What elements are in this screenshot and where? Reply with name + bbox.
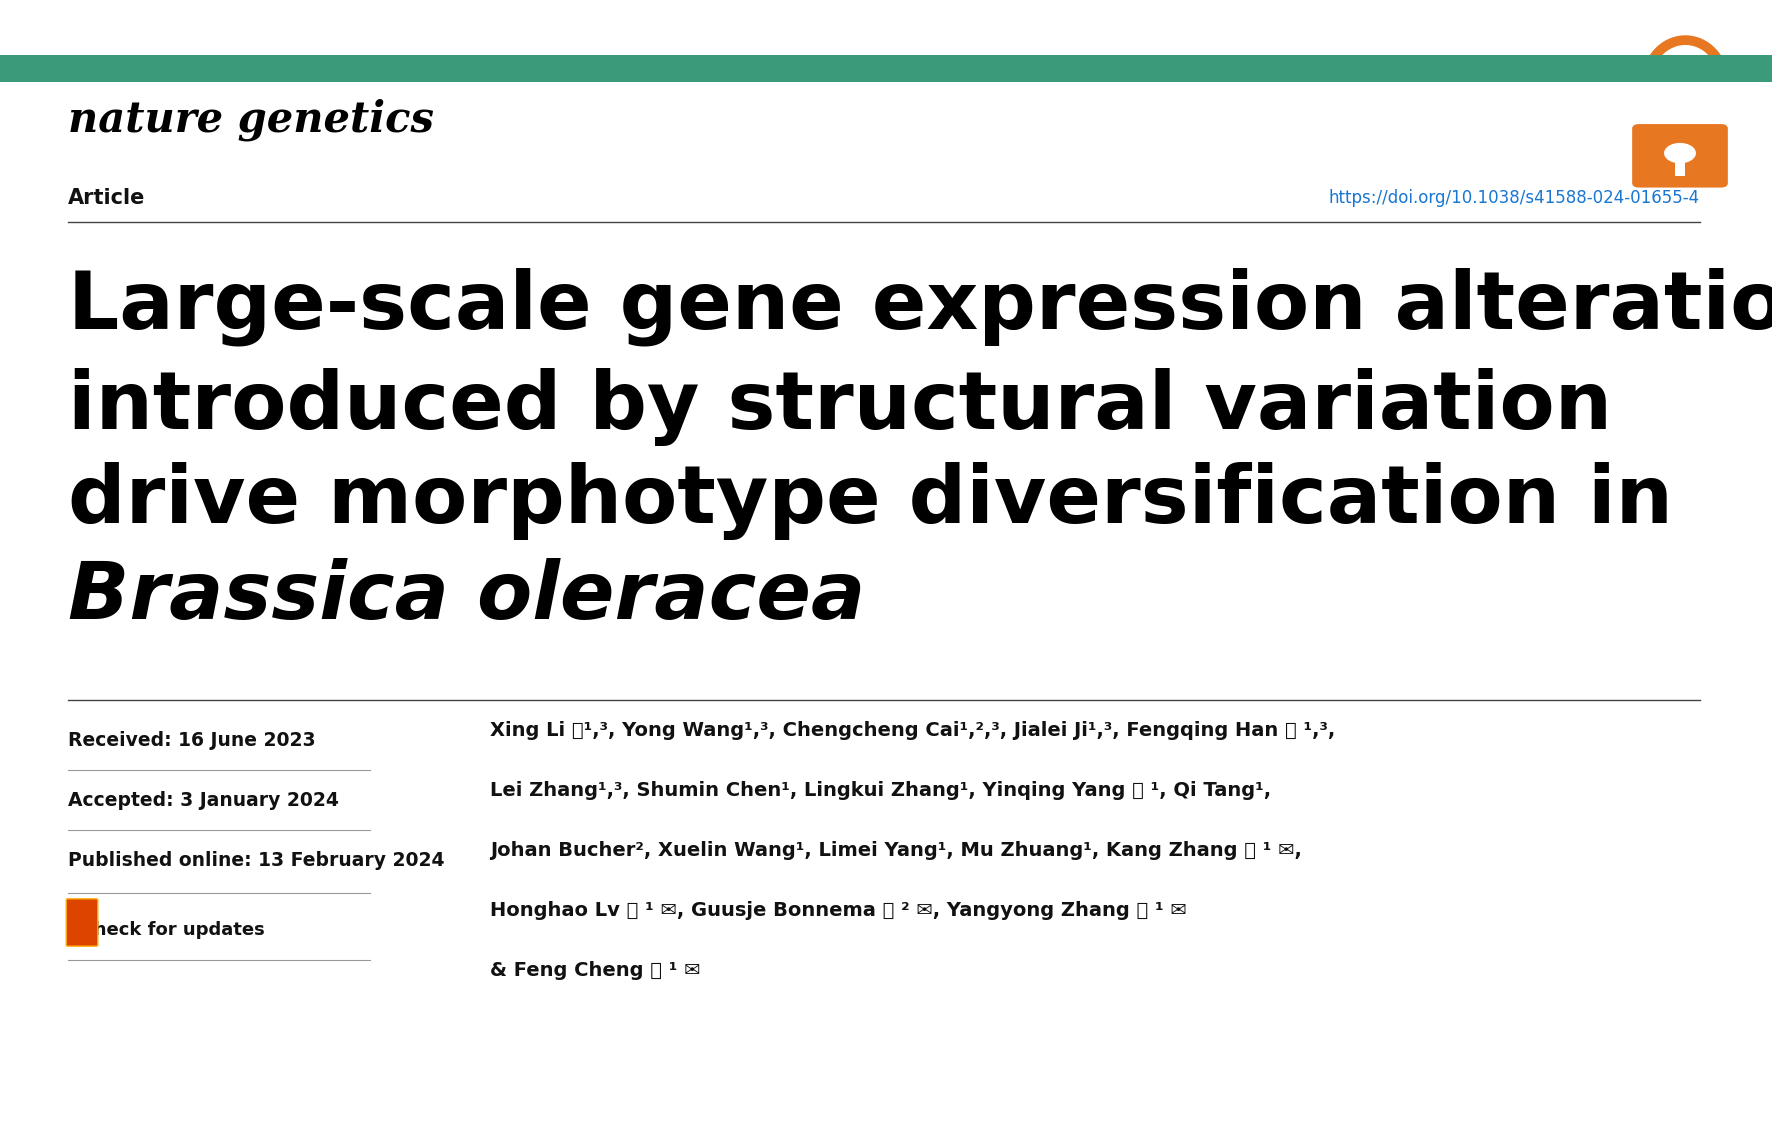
Text: Check for updates: Check for updates (67, 921, 264, 939)
Text: Accepted: 3 January 2024: Accepted: 3 January 2024 (67, 790, 338, 810)
Text: drive morphotype diversification in: drive morphotype diversification in (67, 462, 1673, 540)
Text: nature genetics: nature genetics (67, 99, 434, 142)
Text: https://doi.org/10.1038/s41588-024-01655-4: https://doi.org/10.1038/s41588-024-01655… (1329, 189, 1699, 208)
Text: Xing Li ⓘ¹,³, Yong Wang¹,³, Chengcheng Cai¹,²,³, Jialei Ji¹,³, Fengqing Han ⓘ ¹,: Xing Li ⓘ¹,³, Yong Wang¹,³, Chengcheng C… (491, 720, 1336, 739)
Text: Published online: 13 February 2024: Published online: 13 February 2024 (67, 850, 445, 870)
Text: introduced by structural variation: introduced by structural variation (67, 369, 1613, 446)
Text: Johan Bucher², Xuelin Wang¹, Limei Yang¹, Mu Zhuang¹, Kang Zhang ⓘ ¹ ✉,: Johan Bucher², Xuelin Wang¹, Limei Yang¹… (491, 840, 1302, 860)
Text: Lei Zhang¹,³, Shumin Chen¹, Lingkui Zhang¹, Yinqing Yang ⓘ ¹, Qi Tang¹,: Lei Zhang¹,³, Shumin Chen¹, Lingkui Zhan… (491, 780, 1271, 799)
Text: & Feng Cheng ⓘ ¹ ✉: & Feng Cheng ⓘ ¹ ✉ (491, 960, 700, 980)
Text: Article: Article (67, 188, 145, 208)
Text: Large-scale gene expression alterations: Large-scale gene expression alterations (67, 268, 1772, 347)
Text: Received: 16 June 2023: Received: 16 June 2023 (67, 730, 315, 750)
Text: Brassica oleracea: Brassica oleracea (67, 558, 865, 636)
Text: Honghao Lv ⓘ ¹ ✉, Guusje Bonnema ⓘ ² ✉, Yangyong Zhang ⓘ ¹ ✉: Honghao Lv ⓘ ¹ ✉, Guusje Bonnema ⓘ ² ✉, … (491, 900, 1187, 920)
